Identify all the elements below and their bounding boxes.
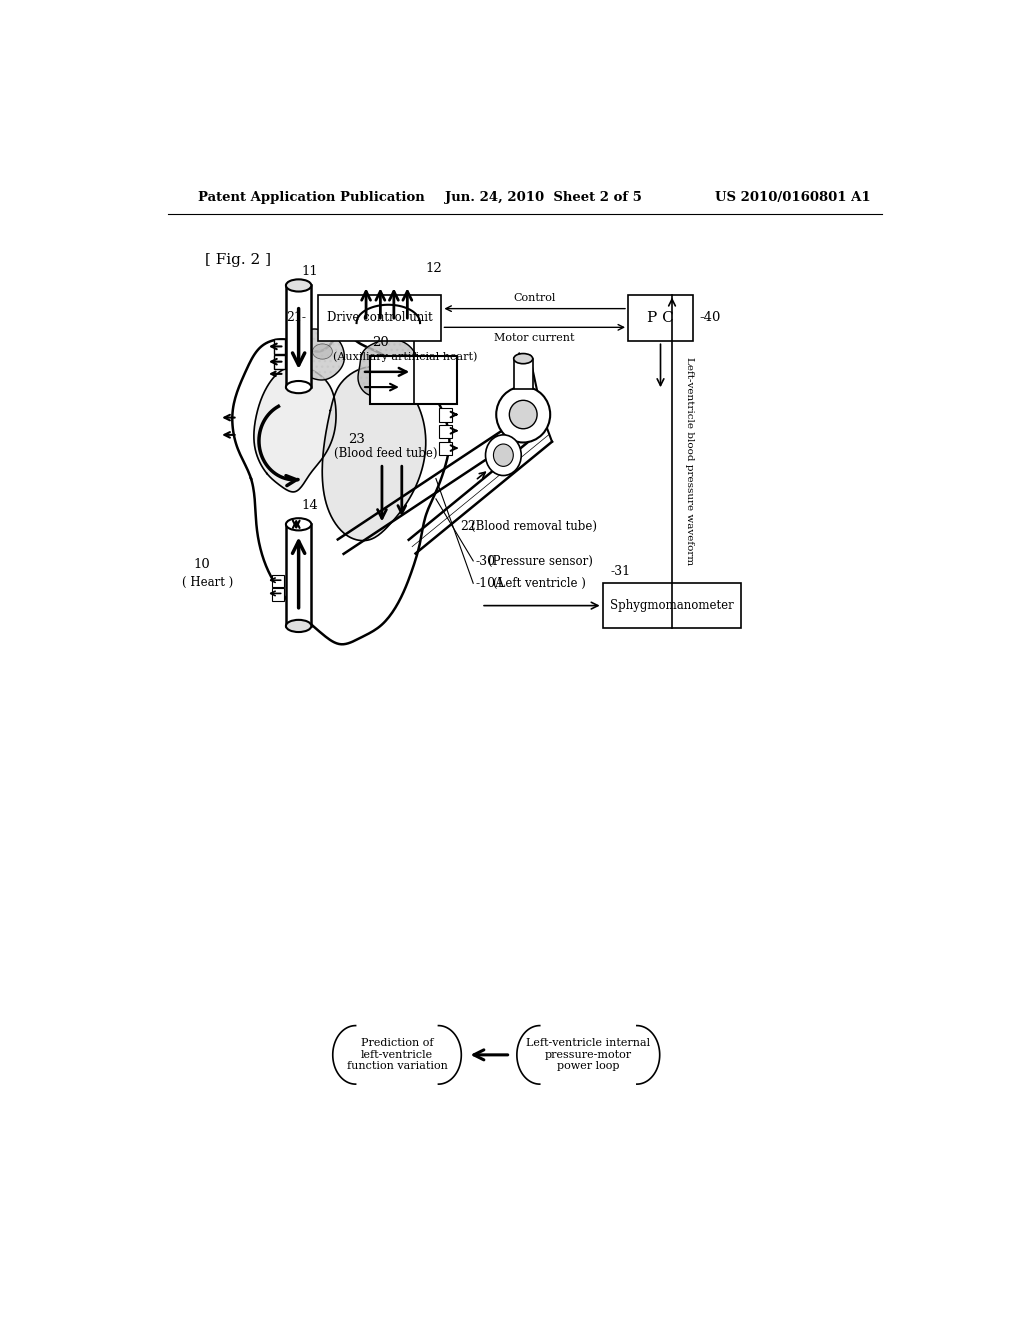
- Bar: [439, 425, 452, 438]
- Polygon shape: [254, 367, 336, 492]
- Text: 20: 20: [373, 337, 389, 350]
- Bar: [370, 355, 458, 404]
- Text: Control: Control: [513, 293, 556, 302]
- Text: 10: 10: [194, 558, 210, 572]
- Text: 12: 12: [426, 263, 442, 276]
- Text: ( Heart ): ( Heart ): [182, 577, 233, 589]
- Ellipse shape: [286, 519, 311, 531]
- Text: Sphygmomanometer: Sphygmomanometer: [610, 599, 734, 612]
- Text: 14: 14: [301, 499, 317, 512]
- Bar: [274, 339, 285, 354]
- Bar: [271, 576, 285, 587]
- Ellipse shape: [286, 280, 311, 292]
- Bar: [318, 294, 441, 342]
- Ellipse shape: [403, 379, 424, 395]
- Text: [ Fig. 2 ]: [ Fig. 2 ]: [205, 253, 271, 267]
- Ellipse shape: [286, 620, 311, 632]
- Text: Left-ventricle blood pressure waveform: Left-ventricle blood pressure waveform: [685, 358, 694, 565]
- Bar: [628, 294, 693, 342]
- Text: -30: -30: [475, 554, 496, 568]
- Bar: [286, 524, 311, 626]
- Text: Drive control unit: Drive control unit: [327, 312, 433, 325]
- Text: Jun. 24, 2010  Sheet 2 of 5: Jun. 24, 2010 Sheet 2 of 5: [445, 190, 642, 203]
- Bar: [271, 589, 285, 601]
- Bar: [286, 285, 311, 387]
- Text: Motor current: Motor current: [495, 334, 574, 343]
- Ellipse shape: [286, 381, 311, 393]
- Ellipse shape: [514, 354, 532, 364]
- Text: (Auxiliary artificial heart): (Auxiliary artificial heart): [333, 351, 477, 362]
- Text: P C: P C: [647, 312, 674, 325]
- Text: 11: 11: [301, 265, 317, 279]
- Text: (Left ventricle ): (Left ventricle ): [494, 577, 586, 590]
- Polygon shape: [232, 331, 450, 644]
- Ellipse shape: [509, 400, 538, 429]
- Text: 23: 23: [348, 433, 366, 446]
- Polygon shape: [358, 339, 424, 400]
- Polygon shape: [291, 329, 344, 380]
- Bar: [274, 355, 285, 368]
- Text: (Blood removal tube): (Blood removal tube): [471, 520, 597, 533]
- Text: (Blood feed tube): (Blood feed tube): [334, 447, 438, 461]
- Text: -40: -40: [699, 312, 721, 325]
- Text: -10A: -10A: [475, 577, 505, 590]
- Text: US 2010/0160801 A1: US 2010/0160801 A1: [715, 190, 870, 203]
- Text: 21-: 21-: [287, 312, 306, 325]
- Ellipse shape: [497, 387, 550, 442]
- Bar: [439, 442, 452, 455]
- Ellipse shape: [312, 345, 333, 359]
- Ellipse shape: [485, 434, 521, 475]
- Text: -31: -31: [610, 565, 631, 578]
- Text: Left-ventricle internal
pressure-motor
power loop: Left-ventricle internal pressure-motor p…: [526, 1039, 650, 1072]
- Bar: [602, 583, 741, 628]
- Bar: [439, 408, 452, 421]
- Bar: [514, 359, 532, 389]
- Text: Patent Application Publication: Patent Application Publication: [198, 190, 425, 203]
- Text: 22: 22: [460, 520, 475, 533]
- Ellipse shape: [494, 444, 513, 466]
- Text: Prediction of
left-ventricle
function variation: Prediction of left-ventricle function va…: [346, 1039, 447, 1072]
- Polygon shape: [323, 367, 426, 541]
- Text: (Pressure sensor): (Pressure sensor): [487, 554, 592, 568]
